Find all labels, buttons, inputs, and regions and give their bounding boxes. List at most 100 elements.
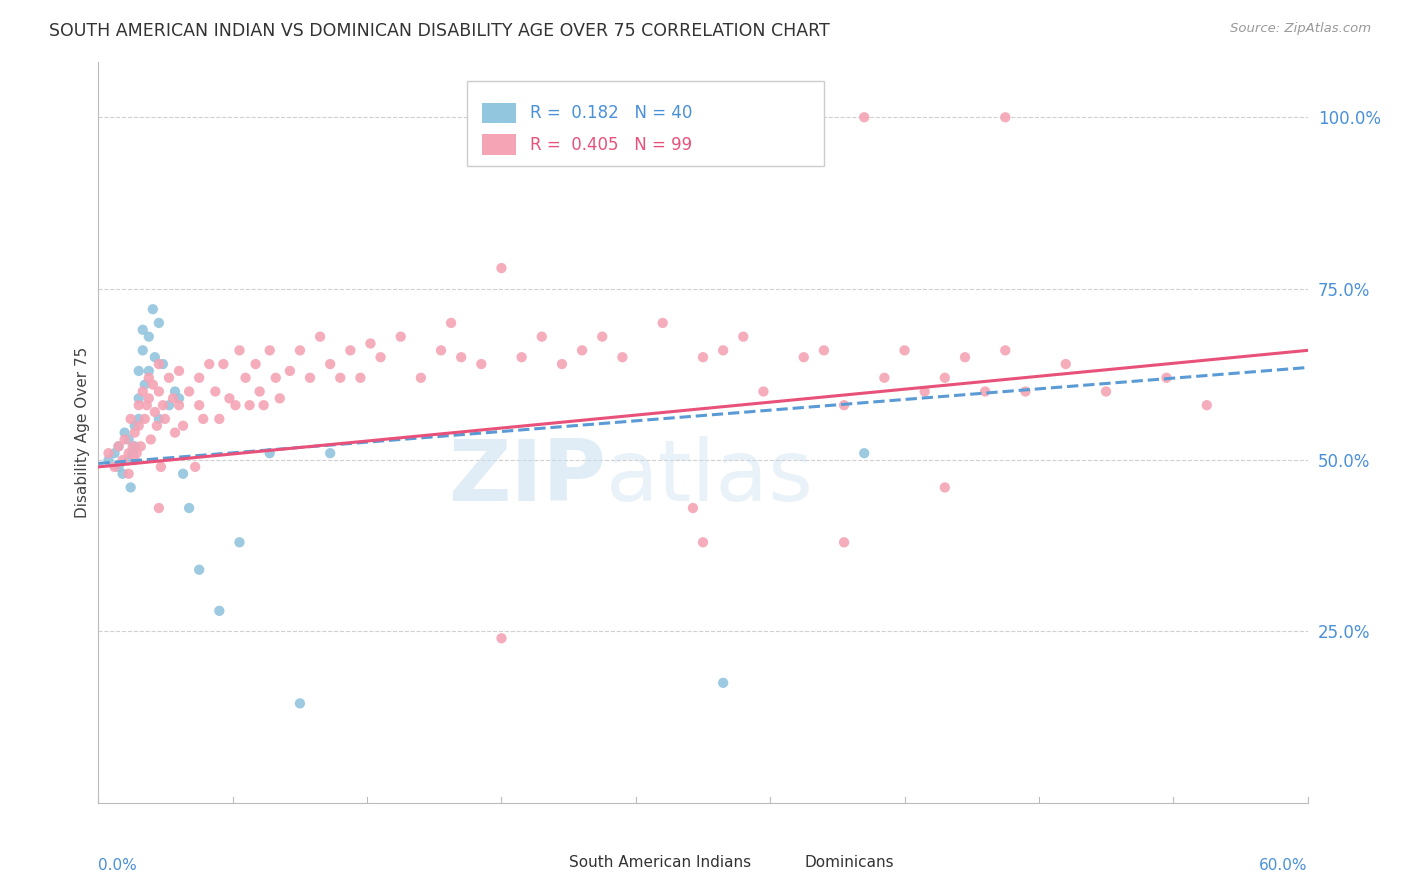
Point xyxy=(264,371,287,385)
Point xyxy=(142,302,165,317)
Point xyxy=(1014,384,1036,399)
Point xyxy=(873,371,896,385)
Point xyxy=(360,336,382,351)
Point xyxy=(752,384,775,399)
Point xyxy=(571,343,593,358)
FancyBboxPatch shape xyxy=(763,854,794,871)
Point xyxy=(114,433,136,447)
Point xyxy=(953,350,976,364)
Point xyxy=(143,405,166,419)
Point xyxy=(107,459,129,474)
Point xyxy=(97,453,120,467)
Point xyxy=(139,433,162,447)
Point xyxy=(146,418,169,433)
Point xyxy=(269,392,291,406)
Point xyxy=(212,357,235,371)
Point xyxy=(319,446,342,460)
Text: 0.0%: 0.0% xyxy=(98,858,138,873)
Point xyxy=(440,316,463,330)
Point xyxy=(188,398,211,412)
Point xyxy=(118,453,141,467)
Point xyxy=(994,110,1017,124)
Point xyxy=(278,364,301,378)
Point xyxy=(319,357,342,371)
Point xyxy=(188,563,211,577)
Point xyxy=(853,446,876,460)
Point xyxy=(118,433,141,447)
Point xyxy=(228,343,250,358)
Point xyxy=(974,384,997,399)
Point xyxy=(138,371,160,385)
Point xyxy=(259,343,281,358)
Point xyxy=(124,425,146,440)
Point xyxy=(184,459,207,474)
Point xyxy=(832,535,855,549)
Point xyxy=(107,439,129,453)
Point xyxy=(111,453,134,467)
Point xyxy=(167,392,190,406)
Text: Source: ZipAtlas.com: Source: ZipAtlas.com xyxy=(1230,22,1371,36)
Point xyxy=(128,364,150,378)
Point xyxy=(339,343,361,358)
Text: R =  0.182   N = 40: R = 0.182 N = 40 xyxy=(530,103,693,122)
Point xyxy=(224,398,246,412)
Point xyxy=(349,371,371,385)
Point xyxy=(510,350,533,364)
Point xyxy=(309,329,332,343)
Point xyxy=(138,392,160,406)
Point xyxy=(142,377,165,392)
Point xyxy=(167,398,190,412)
Point xyxy=(138,364,160,378)
Text: atlas: atlas xyxy=(606,435,814,518)
Text: SOUTH AMERICAN INDIAN VS DOMINICAN DISABILITY AGE OVER 75 CORRELATION CHART: SOUTH AMERICAN INDIAN VS DOMINICAN DISAB… xyxy=(49,22,830,40)
Point xyxy=(143,350,166,364)
Point xyxy=(370,350,392,364)
Point xyxy=(148,316,170,330)
Point xyxy=(188,371,211,385)
Point xyxy=(132,323,155,337)
Point xyxy=(1054,357,1077,371)
Point xyxy=(491,261,513,276)
Point xyxy=(651,316,673,330)
Point xyxy=(491,632,513,646)
Point xyxy=(162,392,184,406)
Point xyxy=(914,384,936,399)
Point xyxy=(134,412,156,426)
Point xyxy=(128,412,150,426)
Point xyxy=(124,418,146,433)
FancyBboxPatch shape xyxy=(482,103,516,123)
Point xyxy=(103,459,125,474)
Point xyxy=(157,398,180,412)
Point xyxy=(832,398,855,412)
FancyBboxPatch shape xyxy=(467,81,824,166)
Point xyxy=(208,412,231,426)
Text: 60.0%: 60.0% xyxy=(1260,858,1308,873)
Point xyxy=(103,446,125,460)
Point xyxy=(934,480,956,494)
Point xyxy=(389,329,412,343)
FancyBboxPatch shape xyxy=(482,135,516,155)
Point xyxy=(470,357,492,371)
Point xyxy=(994,343,1017,358)
Point xyxy=(193,412,215,426)
Point xyxy=(107,439,129,453)
Point xyxy=(893,343,915,358)
FancyBboxPatch shape xyxy=(527,854,560,871)
Point xyxy=(134,377,156,392)
Point xyxy=(813,343,835,358)
Point xyxy=(1195,398,1218,412)
Point xyxy=(97,446,120,460)
Point xyxy=(409,371,432,385)
Point xyxy=(138,329,160,343)
Point xyxy=(114,425,136,440)
Point xyxy=(249,384,271,399)
Point xyxy=(152,398,174,412)
Point xyxy=(124,453,146,467)
Point xyxy=(148,501,170,516)
Point xyxy=(450,350,472,364)
Text: South American Indians: South American Indians xyxy=(569,855,751,871)
Point xyxy=(163,384,186,399)
Point xyxy=(129,439,152,453)
Point xyxy=(218,392,240,406)
Point xyxy=(430,343,453,358)
